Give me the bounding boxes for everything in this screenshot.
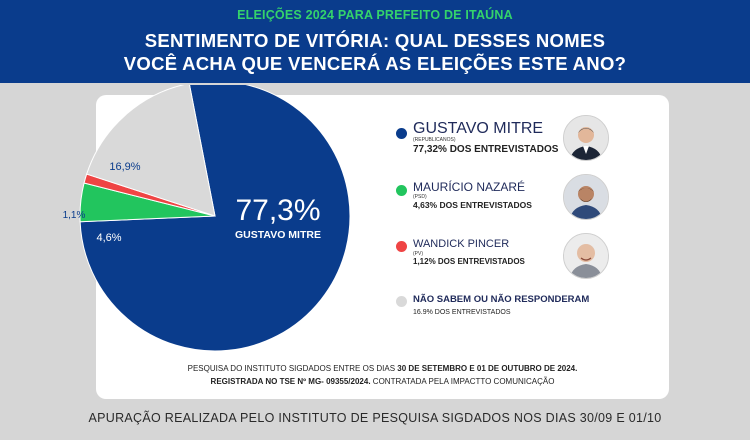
person-photo-icon bbox=[564, 175, 608, 219]
footnote-registration: REGISTRADA NO TSE Nº MG- 09355/2024. bbox=[210, 377, 371, 386]
footnote-line-1: PESQUISA DO INSTITUTO SIGDADOS ENTRE OS … bbox=[96, 364, 669, 373]
footnote-prefix: PESQUISA DO INSTITUTO SIGDADOS ENTRE OS … bbox=[187, 364, 398, 373]
legend-name-nao-sabem: NÃO SABEM OU NÃO RESPONDERAM bbox=[413, 294, 590, 305]
footnote-dates: 30 DE SETEMBRO E 01 DE OUTUBRO DE 2024. bbox=[397, 364, 578, 373]
legend-dot-mitre bbox=[396, 128, 407, 139]
legend-name-mitre: GUSTAVO MITRE bbox=[413, 120, 544, 137]
pie-data-label-wandick-pincer: 1,1% bbox=[63, 210, 86, 221]
pie-center-label: GUSTAVO MITRE bbox=[235, 229, 321, 241]
person-photo-icon bbox=[564, 116, 608, 160]
header-kicker: ELEIÇÕES 2024 PARA PREFEITO DE ITAÚNA bbox=[237, 8, 513, 22]
legend-share-nazare: 4,63% DOS ENTREVISTADOS bbox=[413, 200, 532, 210]
legend-dot-pincer bbox=[396, 241, 407, 252]
avatar-gustavo-mitre bbox=[563, 115, 609, 161]
legend-name-pincer: WANDICK PINCER bbox=[413, 238, 510, 250]
legend-share-mitre: 77,32% DOS ENTREVISTADOS bbox=[413, 144, 559, 155]
legend-share-pincer: 1,12% DOS ENTREVISTADOS bbox=[413, 257, 525, 266]
person-photo-icon bbox=[564, 234, 608, 278]
avatar-mauricio-nazare bbox=[563, 174, 609, 220]
legend-dot-nao-sabem bbox=[396, 296, 407, 307]
legend-dot-nazare bbox=[396, 185, 407, 196]
footnote-line-2: REGISTRADA NO TSE Nº MG- 09355/2024. CON… bbox=[96, 377, 669, 386]
legend-party-nazare: (PSD) bbox=[413, 194, 427, 200]
legend-share-nao-sabem: 16.9% DOS ENTREVISTADOS bbox=[413, 309, 511, 316]
avatar-wandick-pincer bbox=[563, 233, 609, 279]
pie-slice-nao-sabem bbox=[86, 85, 216, 217]
header-title-line-2: VOCÊ ACHA QUE VENCERÁ AS ELEIÇÕES ESTE A… bbox=[123, 53, 627, 74]
header-banner: ELEIÇÕES 2024 PARA PREFEITO DE ITAÚNA SE… bbox=[0, 0, 750, 83]
pie-slice-gustavo-mitre bbox=[79, 85, 351, 352]
footnote-contracted: CONTRATADA PELA IMPACTTO COMUNICAÇÃO bbox=[370, 377, 555, 386]
legend-name-nazare: MAURÍCIO NAZARÉ bbox=[413, 180, 526, 194]
legend-party-mitre: (REPUBLICANOS) bbox=[413, 137, 456, 143]
bottom-note: APURAÇÃO REALIZADA PELO INSTITUTO DE PES… bbox=[88, 411, 662, 425]
pie-data-label-gustavo-mitre: 77,3% bbox=[235, 194, 320, 227]
pie-data-label-nao-sabem: 16,9% bbox=[109, 161, 140, 173]
header-title-line-1: SENTIMENTO DE VITÓRIA: QUAL DESSES NOMES bbox=[144, 30, 606, 51]
legend-party-pincer: (PV) bbox=[413, 251, 423, 257]
pie-data-label-mauricio-nazare: 4,6% bbox=[96, 232, 121, 244]
